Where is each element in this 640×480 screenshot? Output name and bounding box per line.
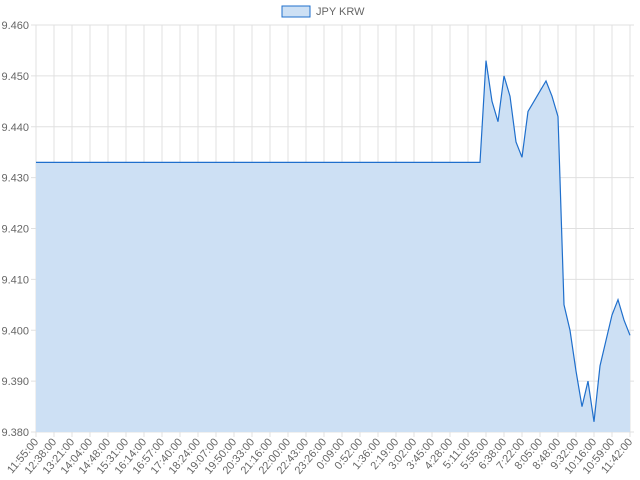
y-tick-label: 9.430	[1, 173, 29, 185]
y-tick-label: 9.380	[1, 427, 29, 439]
line	[36, 60, 631, 422]
y-tick-label: 9.450	[1, 71, 29, 83]
y-tick-label: 9.440	[1, 122, 29, 134]
legend-swatch	[281, 5, 311, 18]
y-tick-label: 9.390	[1, 376, 29, 388]
legend-label: JPY KRW	[316, 6, 365, 18]
y-tick-label: 9.460	[1, 20, 29, 32]
y-tick-label: 9.400	[1, 325, 29, 337]
y-tick-label: 9.420	[1, 224, 29, 236]
area	[36, 60, 630, 432]
y-tick-label: 9.410	[1, 274, 29, 286]
